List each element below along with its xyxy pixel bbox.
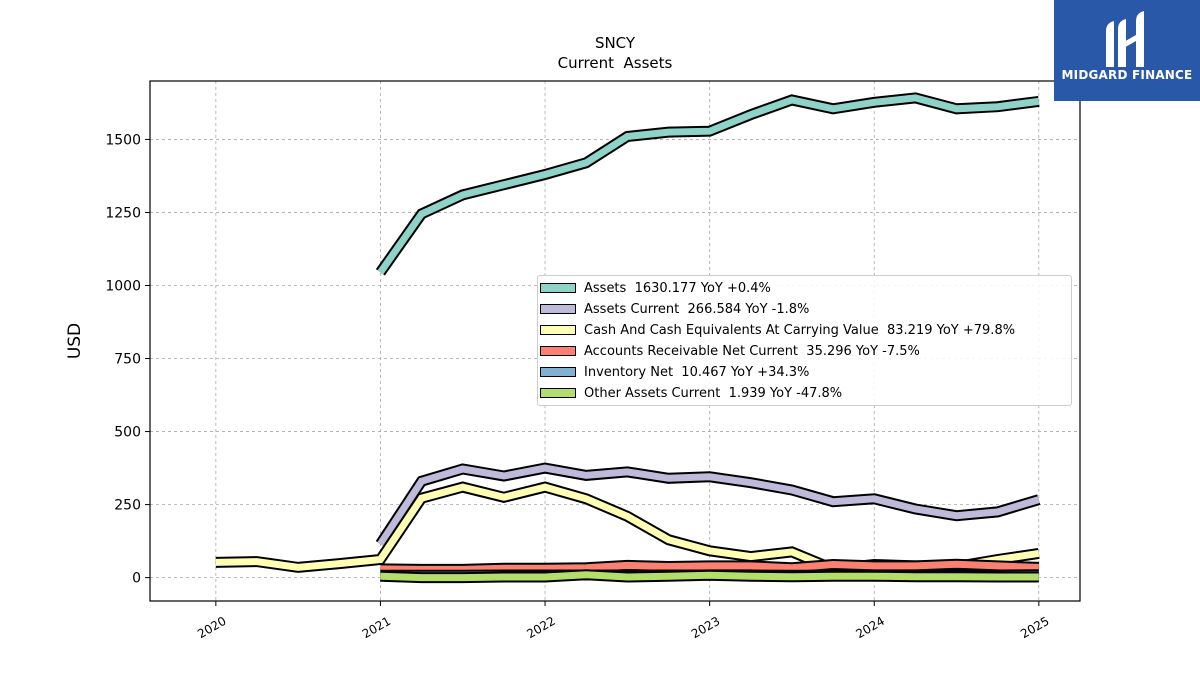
chart-subtitle: Current Assets: [558, 54, 673, 72]
legend-item-cash: Cash And Cash Equivalents At Carrying Va…: [540, 320, 1015, 340]
legend-swatch: [540, 283, 576, 293]
x-tick-label: 2020: [195, 614, 228, 641]
x-tick-label: 2024: [854, 614, 887, 641]
midgard-finance-logo: MIDGARD FINANCE: [1054, 0, 1200, 101]
series-line: [377, 94, 1040, 275]
x-tick-label: 2023: [689, 614, 722, 641]
y-tick-label: 250: [114, 498, 141, 514]
logo-text: MIDGARD FINANCE: [1061, 68, 1193, 82]
legend-swatch: [540, 388, 576, 398]
legend-label: Inventory Net 10.467 YoY +34.3%: [584, 364, 810, 380]
series-line: [380, 571, 1039, 582]
x-tick-label: 2021: [360, 614, 393, 641]
series-other-assets-current: [380, 569, 1039, 584]
chart-legend: Assets 1630.177 YoY +0.4% Assets Current…: [537, 275, 1072, 406]
series-assets-current: [375, 462, 1041, 548]
legend-label: Cash And Cash Equivalents At Carrying Va…: [584, 322, 1016, 338]
legend-swatch: [540, 367, 576, 377]
y-tick-label: 500: [114, 425, 141, 441]
series-assets: [375, 92, 1040, 276]
series-line: [377, 464, 1040, 546]
series-cash-and-cash-equivalents-at-carrying-value: [215, 481, 1040, 575]
legend-swatch: [540, 325, 576, 335]
chart-title: SNCY: [595, 34, 636, 52]
legend-item-other-assets: Other Assets Current 1.939 YoY -47.8%: [540, 383, 842, 403]
legend-label: Other Assets Current 1.939 YoY -47.8%: [584, 385, 843, 401]
series-line-outline: [215, 481, 1040, 575]
legend-label: Accounts Receivable Net Current 35.296 Y…: [584, 343, 920, 359]
legend-label: Assets 1630.177 YoY +0.4%: [584, 280, 771, 296]
series-layer: [215, 92, 1041, 584]
plot-frame: [149, 80, 1081, 602]
legend-label: Assets Current 266.584 YoY -1.8%: [584, 301, 810, 317]
legend-swatch: [540, 346, 576, 356]
legend-item-accounts-receivable: Accounts Receivable Net Current 35.296 Y…: [540, 341, 920, 361]
y-tick-label: 1250: [105, 205, 141, 221]
series-accounts-receivable-net-current: [380, 558, 1040, 575]
legend-swatch: [540, 304, 576, 314]
x-tick-label: 2022: [524, 614, 557, 641]
y-tick-label: 1000: [105, 278, 141, 294]
logo-mark-icon: [1106, 11, 1144, 67]
y-tick-label: 0: [132, 571, 141, 587]
y-axis-label: USD: [65, 323, 85, 359]
series-line: [380, 560, 1039, 573]
y-tick-label: 1500: [105, 132, 141, 148]
series-line: [215, 483, 1040, 573]
legend-item-assets: Assets 1630.177 YoY +0.4%: [540, 278, 771, 298]
x-tick-label: 2025: [1018, 614, 1051, 641]
legend-item-inventory: Inventory Net 10.467 YoY +34.3%: [540, 362, 809, 382]
legend-item-assets-current: Assets Current 266.584 YoY -1.8%: [540, 299, 809, 319]
y-tick-label: 750: [114, 352, 141, 368]
